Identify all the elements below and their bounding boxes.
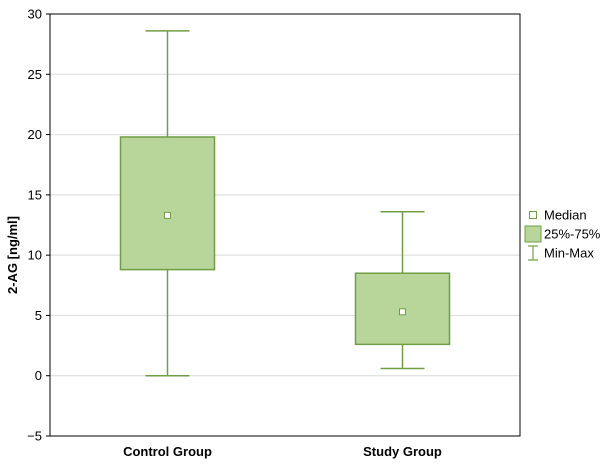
x-category-label: Control Group	[123, 444, 212, 459]
legend-label: Median	[544, 208, 587, 223]
legend-label: Min-Max	[544, 246, 594, 261]
legend-item-box: 25%-75%	[524, 225, 601, 243]
median-marker	[164, 211, 171, 219]
legend-item-whisker: Min-Max	[528, 245, 594, 261]
legend: Median 25%-75% Min-Max	[524, 208, 601, 261]
y-tick-label: 15	[28, 187, 42, 202]
x-category-label: Study Group	[363, 444, 442, 459]
y-tick-label: 5	[35, 308, 42, 323]
box-control-group	[119, 30, 216, 377]
legend-label: 25%-75%	[544, 227, 601, 242]
y-tick-label: −5	[27, 429, 42, 444]
legend-median-swatch	[529, 211, 537, 219]
y-axis-title: 2-AG [ng/ml]	[5, 216, 20, 294]
legend-item-median: Median	[529, 208, 587, 223]
legend-box-swatch	[524, 225, 542, 243]
x-axis-categories: Control Group Study Group	[123, 444, 442, 459]
y-tick-label: 20	[28, 127, 42, 142]
median-marker	[399, 308, 406, 316]
y-tick-label: 0	[35, 368, 42, 383]
iqr-box	[119, 136, 216, 271]
boxes	[119, 30, 451, 377]
y-axis-ticks: −5 0 5 10 15 20 25 30	[27, 7, 50, 444]
y-tick-label: 10	[28, 248, 42, 263]
box-study-group	[354, 210, 451, 370]
y-tick-label: 30	[28, 7, 42, 22]
plot-frame	[49, 13, 521, 437]
y-tick-label: 25	[28, 67, 42, 82]
